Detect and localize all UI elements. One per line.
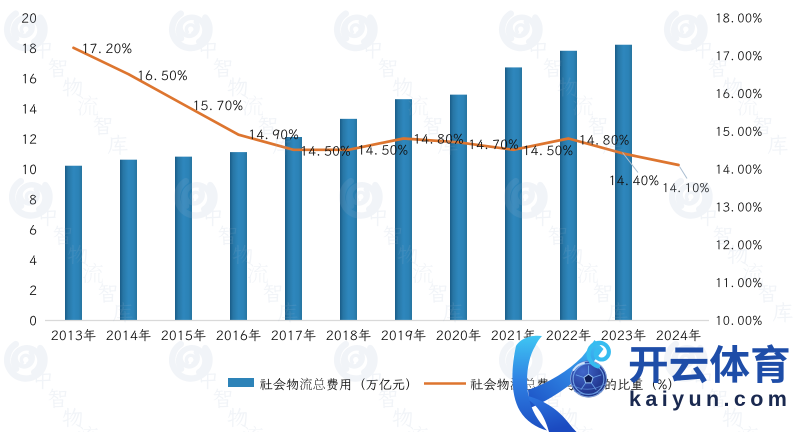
svg-text:kaiyun.com: kaiyun.com (629, 387, 791, 411)
